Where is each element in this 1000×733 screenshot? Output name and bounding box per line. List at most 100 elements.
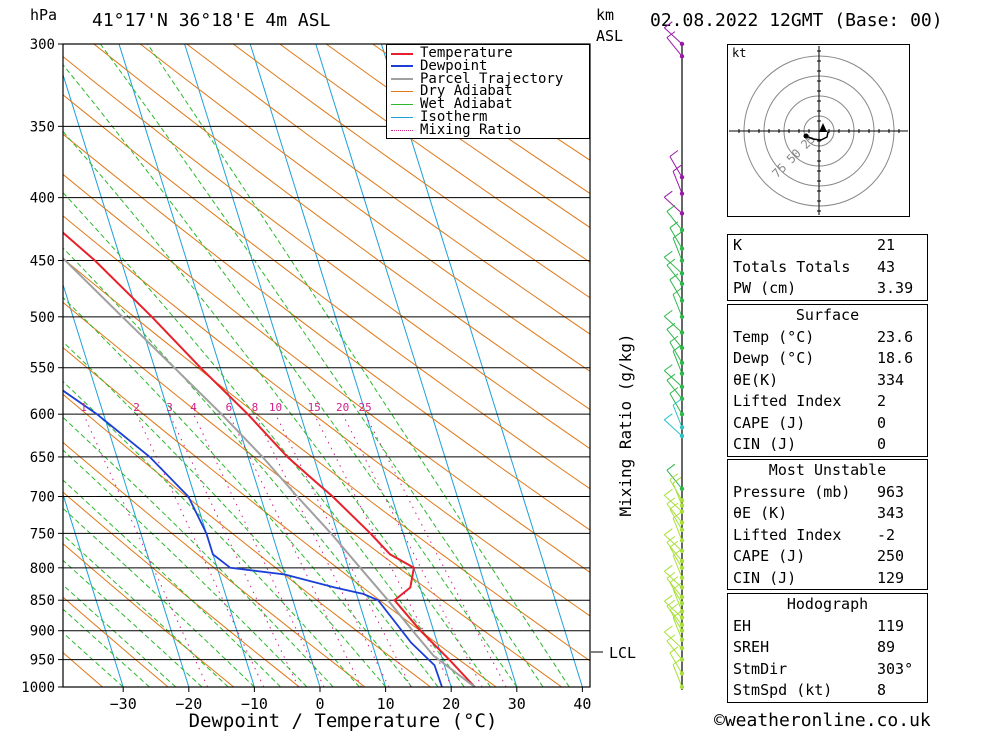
legend-swatch xyxy=(391,91,413,93)
wind-barb-flag xyxy=(663,594,673,602)
index-value: 303° xyxy=(877,659,914,678)
index-row: Temp (°C) 23.6 xyxy=(728,327,927,349)
wind-barb-flag xyxy=(666,258,676,266)
wind-barb xyxy=(663,196,683,214)
storm-motion-marker xyxy=(819,123,827,132)
wind-barb xyxy=(663,370,683,388)
wind-barb-flag xyxy=(669,603,679,611)
dewpoint-profile xyxy=(63,389,443,687)
legend-swatch xyxy=(391,78,413,81)
mixing-ratio-line xyxy=(169,413,299,687)
wind-barb xyxy=(672,617,683,640)
index-label: θE(K) xyxy=(733,370,779,389)
x-tick-label: 30 xyxy=(508,695,526,713)
wind-barb-flag xyxy=(669,221,679,229)
wind-barb-flag xyxy=(672,288,682,295)
wind-barb-flag xyxy=(663,364,673,372)
index-row: PW (cm) 3.39 xyxy=(728,278,927,300)
most-unstable-title: Most Unstable xyxy=(768,461,887,479)
mixing-ratio-label: 20 xyxy=(336,401,349,414)
wind-barb-flag xyxy=(663,625,673,633)
index-label: CIN (J) xyxy=(733,435,797,453)
wind-barb xyxy=(663,494,683,512)
index-label: StmSpd (kt) xyxy=(733,681,833,699)
wind-barb xyxy=(672,404,683,428)
mixing-ratio-label: 8 xyxy=(252,401,259,414)
wind-barb-flag xyxy=(666,31,676,38)
pressure-tick-label: 1000 xyxy=(21,680,55,696)
wind-barb xyxy=(669,156,683,178)
pressure-tick-label: 500 xyxy=(30,310,55,326)
index-row: CIN (J) 0 xyxy=(728,434,927,456)
index-label: Lifted Index xyxy=(733,525,842,544)
dry-adiabat-line xyxy=(63,491,300,687)
hodograph-trace xyxy=(805,131,829,141)
indices-hodograph: Hodograph EH 119 SREH 89 StmDir 303° StmSpd (k… xyxy=(727,593,928,703)
dry-adiabat-line xyxy=(63,346,497,687)
isotherm-line xyxy=(380,44,583,687)
wet-adiabat-line xyxy=(63,632,124,687)
wind-barb xyxy=(663,600,683,618)
index-row: K 21 xyxy=(728,235,927,257)
legend-swatch xyxy=(391,104,413,106)
wet-adiabat-line xyxy=(63,130,492,687)
index-value: -2 xyxy=(877,525,896,544)
index-label: K xyxy=(733,236,743,254)
legend-label: Mixing Ratio xyxy=(420,121,522,138)
wind-barb xyxy=(672,483,683,506)
index-label: CAPE (J) xyxy=(733,413,806,432)
wind-barb xyxy=(663,419,683,437)
wind-barb-flag xyxy=(669,335,679,343)
pressure-tick-label: 550 xyxy=(30,361,55,377)
isotherm-line xyxy=(63,282,190,687)
indices-general: K 21 Totals Totals 43 PW (cm) 3.39 xyxy=(727,234,928,301)
wind-barb xyxy=(663,534,683,552)
wind-barb-flag xyxy=(672,164,682,172)
pressure-tick-label: 700 xyxy=(30,490,55,506)
mixing-ratio-line xyxy=(136,413,265,687)
index-value: 2 xyxy=(877,392,887,410)
pressure-tick-label: 800 xyxy=(30,561,55,577)
wind-barb xyxy=(666,605,683,626)
wet-adiabat-line xyxy=(63,559,203,687)
wind-barb xyxy=(669,609,683,631)
wind-barb-flag xyxy=(663,564,673,572)
index-label: Pressure (mb) xyxy=(733,482,851,501)
mixing-ratio-label: 6 xyxy=(226,401,233,414)
wind-barb-flag xyxy=(666,373,676,381)
index-row: θE(K) 334 xyxy=(728,370,927,392)
index-label: Temp (°C) xyxy=(733,327,815,346)
dry-adiabat-line xyxy=(63,543,235,687)
legend-swatch xyxy=(391,117,413,118)
dry-adiabat-line xyxy=(325,44,590,229)
index-value: 8 xyxy=(877,681,887,699)
wind-barb-flag xyxy=(663,413,673,421)
legend-label: Dry Adiabat xyxy=(420,83,513,100)
index-label: CAPE (J) xyxy=(733,547,806,565)
index-value: 963 xyxy=(877,482,905,501)
wind-barb-flag xyxy=(663,488,673,496)
legend-item: Isotherm xyxy=(391,110,487,124)
index-label: SREH xyxy=(733,638,770,656)
mixing-ratio-line xyxy=(254,413,390,687)
wet-adiabat-line xyxy=(63,380,360,687)
wind-barb xyxy=(669,582,683,604)
credit-link[interactable]: ©weatheronline.co.uk xyxy=(714,710,931,731)
wind-barb-flag xyxy=(666,322,676,330)
wind-barb xyxy=(672,351,683,374)
index-label: Dewp (°C) xyxy=(733,349,815,367)
wind-barb xyxy=(669,279,683,301)
mixing-ratio-label: 25 xyxy=(358,401,371,414)
legend-swatch xyxy=(391,129,413,131)
mixing-ratio-label: 4 xyxy=(190,401,197,414)
x-axis-title: Dewpoint / Temperature (°C) xyxy=(189,710,498,732)
x-tick-label: −30 xyxy=(110,695,137,713)
index-row: SREH 89 xyxy=(728,637,927,659)
wind-barb-flag xyxy=(672,231,682,239)
index-value: 89 xyxy=(877,638,896,656)
indices-surface: Surface Temp (°C) 23.6 Dewp (°C) 18.6 θE(K) 3… xyxy=(727,304,928,457)
wet-adiabat-line xyxy=(63,507,255,687)
pressure-tick-label: 400 xyxy=(30,191,55,207)
x-tick-label: 0 xyxy=(315,695,324,713)
